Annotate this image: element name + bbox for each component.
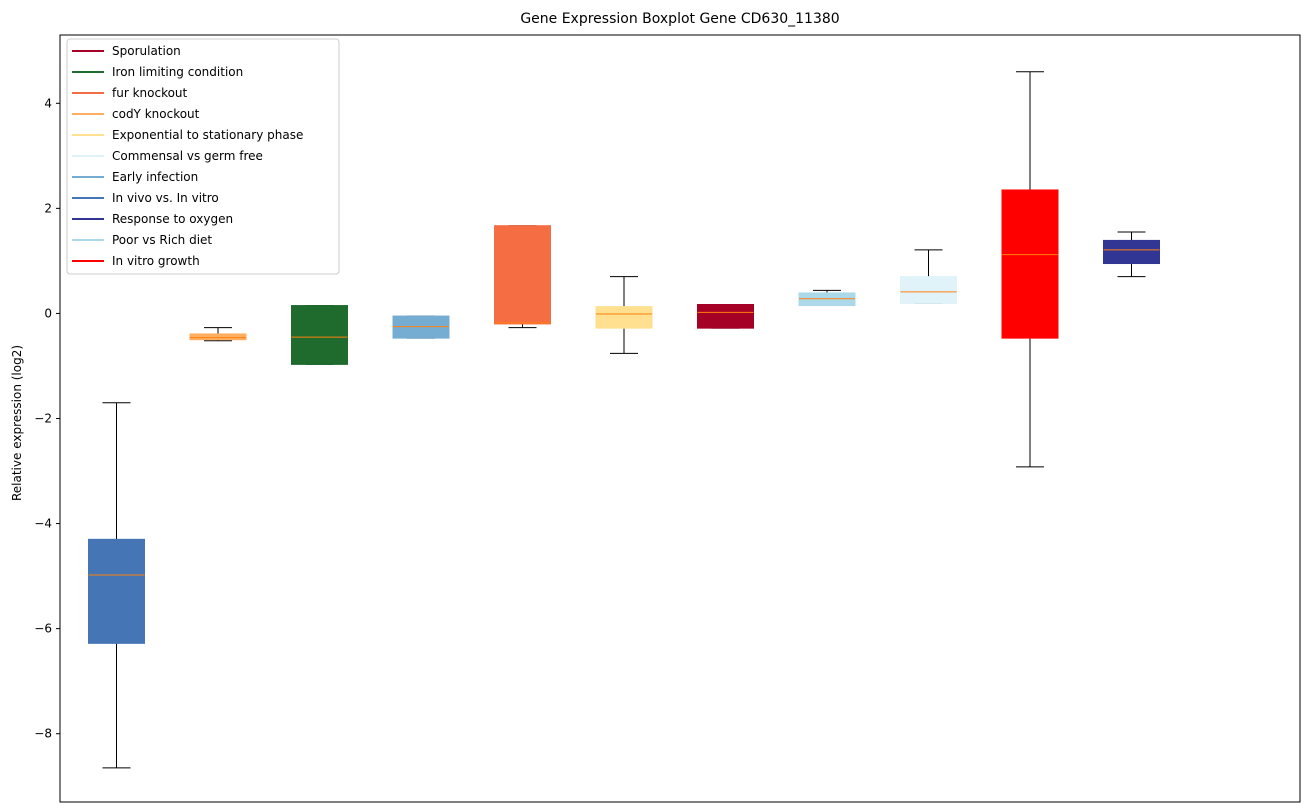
legend-label: Poor vs Rich diet bbox=[112, 233, 212, 247]
legend-label: Commensal vs germ free bbox=[112, 149, 263, 163]
legend-label: In vitro growth bbox=[112, 254, 200, 268]
legend-entry: In vitro growth bbox=[72, 254, 200, 268]
box-body bbox=[392, 315, 450, 339]
legend-entry: Iron limiting condition bbox=[72, 65, 243, 79]
box-body bbox=[88, 538, 145, 644]
box-body bbox=[291, 305, 348, 365]
box-9 bbox=[1001, 71, 1059, 468]
box-7 bbox=[798, 289, 856, 307]
boxes-layer bbox=[88, 71, 1160, 769]
legend-label: Iron limiting condition bbox=[112, 65, 243, 79]
legend-entry: Sporulation bbox=[72, 44, 181, 58]
y-tick-label: −4 bbox=[34, 517, 52, 531]
box-1 bbox=[189, 327, 247, 342]
box-body bbox=[595, 306, 653, 329]
legend-entry: Response to oxygen bbox=[72, 212, 233, 226]
box-3 bbox=[392, 315, 450, 339]
legend: Sporulation Iron limiting condition fur kn… bbox=[66, 38, 340, 275]
box-5 bbox=[595, 276, 653, 354]
box-body bbox=[1001, 189, 1059, 339]
y-tick-label: −2 bbox=[34, 412, 52, 426]
legend-entry: Exponential to stationary phase bbox=[72, 128, 303, 142]
box-8 bbox=[900, 249, 957, 304]
box-body bbox=[189, 333, 247, 341]
y-tick-label: 4 bbox=[44, 96, 52, 110]
box-body bbox=[798, 292, 856, 307]
legend-entry: Poor vs Rich diet bbox=[72, 233, 212, 247]
legend-entry: fur knockout bbox=[72, 86, 188, 100]
chart-title: Gene Expression Boxplot Gene CD630_11380 bbox=[520, 11, 839, 27]
y-tick-label: 0 bbox=[44, 306, 52, 320]
legend-entry: Commensal vs germ free bbox=[72, 149, 263, 163]
legend-label: Early infection bbox=[112, 170, 198, 184]
legend-label: Exponential to stationary phase bbox=[112, 128, 303, 142]
y-ticks: −8 −6 −4 −2 0 2 4 bbox=[34, 96, 60, 741]
y-tick-label: −8 bbox=[34, 727, 52, 741]
box-body bbox=[900, 276, 957, 304]
box-body bbox=[697, 304, 754, 329]
legend-label: In vivo vs. In vitro bbox=[112, 191, 219, 205]
y-tick-label: 2 bbox=[44, 201, 52, 215]
legend-entry: Early infection bbox=[72, 170, 198, 184]
legend-frame bbox=[66, 38, 340, 275]
legend-entry: codY knockout bbox=[72, 107, 200, 121]
legend-label: Sporulation bbox=[112, 44, 181, 58]
legend-label: Response to oxygen bbox=[112, 212, 233, 226]
y-axis-label: Relative expression (log2) bbox=[10, 345, 24, 501]
legend-entry: In vivo vs. In vitro bbox=[72, 191, 219, 205]
plot-frame bbox=[59, 34, 1301, 803]
box-body bbox=[1103, 239, 1160, 265]
legend-label: codY knockout bbox=[112, 107, 200, 121]
legend-label: fur knockout bbox=[112, 86, 188, 100]
box-2 bbox=[291, 305, 348, 365]
y-tick-label: −6 bbox=[34, 622, 52, 636]
box-body bbox=[494, 225, 551, 325]
box-6 bbox=[697, 304, 754, 329]
box-4 bbox=[494, 225, 551, 329]
box-0 bbox=[88, 402, 145, 769]
box-10 bbox=[1103, 231, 1160, 278]
